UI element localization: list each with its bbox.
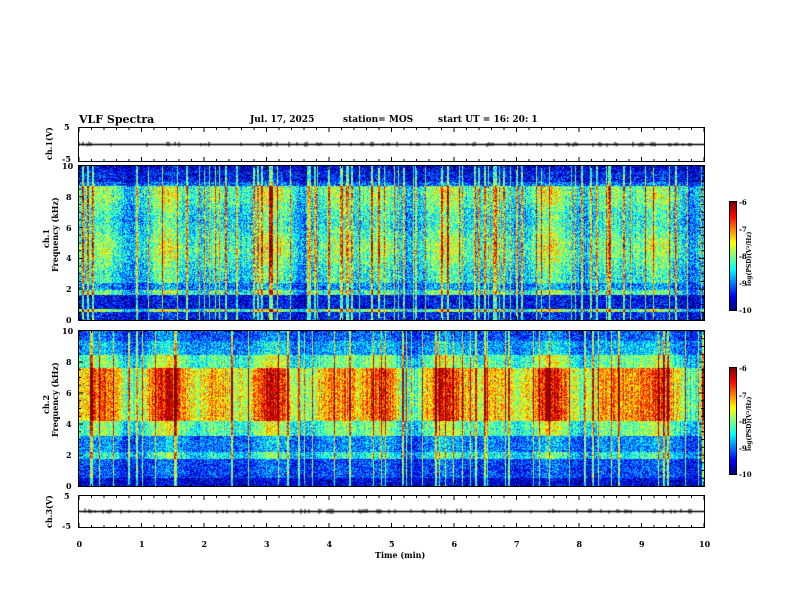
ch1-ytick-top: 5 [64, 122, 70, 132]
x-tick-1: 1 [139, 539, 145, 549]
ch1-colorbar [729, 201, 737, 311]
ch3-waveform-trace [79, 496, 704, 527]
ch2-ytick-6: 6 [66, 388, 72, 398]
ch1-cbar-tick--6: -6 [739, 198, 747, 207]
ch2-colorbar-gradient [730, 368, 736, 474]
ch1-spectrogram-panel [78, 165, 705, 321]
figure-title: VLF Spectra [79, 113, 155, 126]
ch1-spec-ylabel: Frequency (kHz) [50, 197, 60, 272]
ch1-cbar-tick--9: -9 [739, 279, 747, 288]
x-tick-2: 2 [201, 539, 208, 549]
ch2-ytick-2: 2 [66, 450, 72, 460]
ch1-cbar-tick--7: -7 [739, 225, 747, 234]
ch2-cbar-tick--9: -9 [739, 443, 747, 453]
ch1-ytick-8: 8 [66, 191, 72, 202]
ch2-cbar-tick--7: -7 [739, 390, 747, 400]
x-tick-5: 5 [389, 539, 395, 549]
ch1-colorbar-gradient [730, 202, 736, 310]
ch2-ytick-8: 8 [66, 357, 72, 367]
ch1-cbar-tick--10: -10 [739, 306, 752, 315]
ch3-ytick-bottom: -5 [62, 521, 71, 531]
start-time-label: start UT = 16: 20: 1 [438, 115, 538, 125]
ch1-waveform-trace [79, 128, 704, 161]
ch2-spec-ylabel: Frequency (kHz) [50, 362, 60, 437]
x-tick-10: 10 [699, 539, 711, 549]
x-axis-label: Time (min) [375, 550, 426, 560]
ch2-ytick-4: 4 [66, 419, 72, 429]
ch1-cbar-tick--8: -8 [739, 252, 747, 261]
ch1-ytick-4: 4 [66, 253, 72, 264]
date-label: Jul. 17, 2025 [250, 115, 315, 125]
ch1-ytick-6: 6 [66, 222, 72, 233]
ch3-waveform-panel [78, 495, 705, 528]
ch1-waveform-panel [78, 127, 705, 162]
ch2-spectrogram-panel [78, 330, 705, 487]
ch3-ytick-top: 5 [64, 491, 70, 501]
x-tick-0: 0 [76, 539, 83, 549]
x-tick-4: 4 [326, 539, 333, 549]
x-tick-6: 6 [451, 539, 458, 549]
x-tick-7: 7 [514, 539, 520, 549]
ch2-cbar-tick--8: -8 [739, 417, 747, 426]
ch3-ylabel: ch.3(V) [44, 495, 54, 528]
x-tick-8: 8 [576, 539, 583, 549]
ch2-spectrogram-image [79, 331, 704, 486]
ch2-ytick-0: 0 [66, 481, 72, 491]
ch1-ylabel: ch.1(V) [44, 127, 54, 160]
ch2-colorbar [729, 367, 737, 475]
ch1-ytick-0: 0 [66, 315, 72, 325]
x-tick-3: 3 [264, 539, 270, 549]
ch2-colorbar-label: log(PSD)(V²/Hz) [746, 396, 753, 451]
station-label: station= MOS [343, 115, 414, 125]
ch1-colorbar-label: log(PSD)(V²/Hz) [746, 231, 753, 286]
ch2-ytick-10: 10 [62, 326, 74, 336]
ch1-ytick-10: 10 [62, 161, 74, 171]
ch1-ytick-2: 2 [66, 284, 72, 295]
ch1-spectrogram-image [79, 166, 704, 320]
ch1-ytick-bottom: -5 [62, 154, 71, 164]
ch2-cbar-tick--6: -6 [739, 364, 747, 373]
ch2-cbar-tick--10: -10 [739, 470, 752, 479]
x-tick-9: 9 [639, 539, 645, 549]
